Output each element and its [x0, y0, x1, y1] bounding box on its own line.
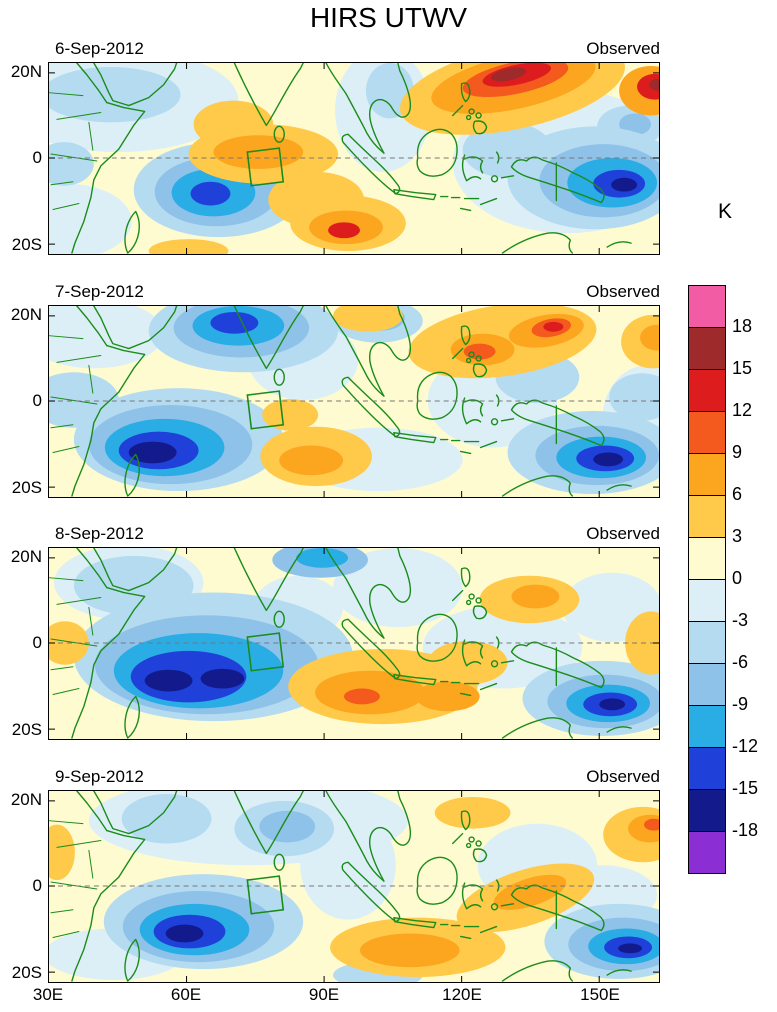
colorbar-cell [689, 622, 725, 664]
colorbar-tick-label: 3 [732, 526, 743, 546]
colorbar-cell [689, 496, 725, 538]
y-tick-0: 0 [32, 876, 42, 895]
y-tick-20n: 20N [10, 62, 42, 81]
observed-label: Observed [586, 524, 660, 543]
anomaly-field-1 [49, 63, 659, 254]
colorbar-tick-label: -9 [732, 694, 749, 714]
colorbar-tick-label: 6 [732, 484, 743, 504]
y-tick-20n: 20N [10, 790, 42, 809]
colorbar-tick-label: -3 [732, 610, 749, 630]
colorbar-tick-label: 9 [732, 442, 743, 462]
colorbar-tick-label: 15 [732, 358, 753, 378]
colorbar-cell [689, 328, 725, 370]
y-tick-0: 0 [32, 148, 42, 167]
map-canvas-3 [48, 547, 660, 740]
y-tick-20s: 20S [11, 478, 42, 497]
colorbar-tick-label: 18 [732, 316, 753, 336]
colorbar-tick-labels: 18 15 12 9 6 3 0 -3 -6 -9 -12 -15 -18 [732, 285, 777, 875]
colorbar-cell [689, 370, 725, 412]
observed-label: Observed [586, 39, 660, 58]
map-panel-4: 9-Sep-2012 Observed 20N 0 20S [0, 766, 777, 983]
colorbar-units-label: K [717, 200, 732, 223]
colorbar-cell [689, 286, 725, 328]
colorbar-cell [689, 538, 725, 580]
map-panel-2: 7-Sep-2012 Observed 20N 0 20S [0, 281, 777, 498]
colorbar-cell [689, 790, 725, 832]
colorbar-cell [689, 412, 725, 454]
observed-label: Observed [586, 767, 660, 786]
y-tick-0: 0 [32, 633, 42, 652]
x-tick-label: 30E [32, 985, 64, 1004]
colorbar-tick-label: -15 [732, 778, 759, 798]
y-tick-0: 0 [32, 391, 42, 410]
colorbar-cell [689, 748, 725, 790]
map-canvas-1 [48, 62, 660, 255]
colorbar-cell [689, 664, 725, 706]
x-tick-label: 150E [580, 985, 620, 1004]
colorbar-cell [689, 454, 725, 496]
map-panel-1: 6-Sep-2012 Observed 20N 0 20S [0, 38, 777, 255]
anomaly-field-4 [49, 791, 659, 982]
colorbar-cell [689, 706, 725, 748]
colorbar-tick-label: -6 [732, 652, 749, 672]
anomaly-field-2 [49, 306, 659, 495]
map-panel-3: 8-Sep-2012 Observed 20N 0 20S [0, 523, 777, 740]
colorbar-cell [689, 832, 725, 873]
colorbar-tick-label: 12 [732, 400, 753, 420]
panel-date-label: 9-Sep-2012 [55, 767, 144, 786]
y-tick-20s: 20S [11, 963, 42, 982]
y-tick-20n: 20N [10, 305, 42, 324]
colorbar-tick-label: 0 [732, 568, 743, 588]
colorbar-tick-label: -12 [732, 736, 759, 756]
x-axis-labels: 30E 60E 90E 120E 150E [33, 985, 660, 1007]
colorbar-cell [689, 580, 725, 622]
panel-date-label: 6-Sep-2012 [55, 39, 144, 58]
colorbar [688, 285, 726, 874]
x-tick-label: 90E [308, 985, 340, 1004]
y-tick-20s: 20S [11, 720, 42, 739]
y-tick-20s: 20S [11, 235, 42, 254]
observed-label: Observed [586, 282, 660, 301]
y-tick-20n: 20N [10, 547, 42, 566]
colorbar-tick-label: -18 [732, 820, 759, 840]
panel-date-label: 8-Sep-2012 [55, 524, 144, 543]
map-canvas-2 [48, 305, 660, 498]
figure-title: HIRS UTWV [309, 2, 468, 33]
map-canvas-4 [48, 790, 660, 983]
panel-date-label: 7-Sep-2012 [55, 282, 144, 301]
x-tick-label: 60E [170, 985, 202, 1004]
x-tick-label: 120E [442, 985, 482, 1004]
